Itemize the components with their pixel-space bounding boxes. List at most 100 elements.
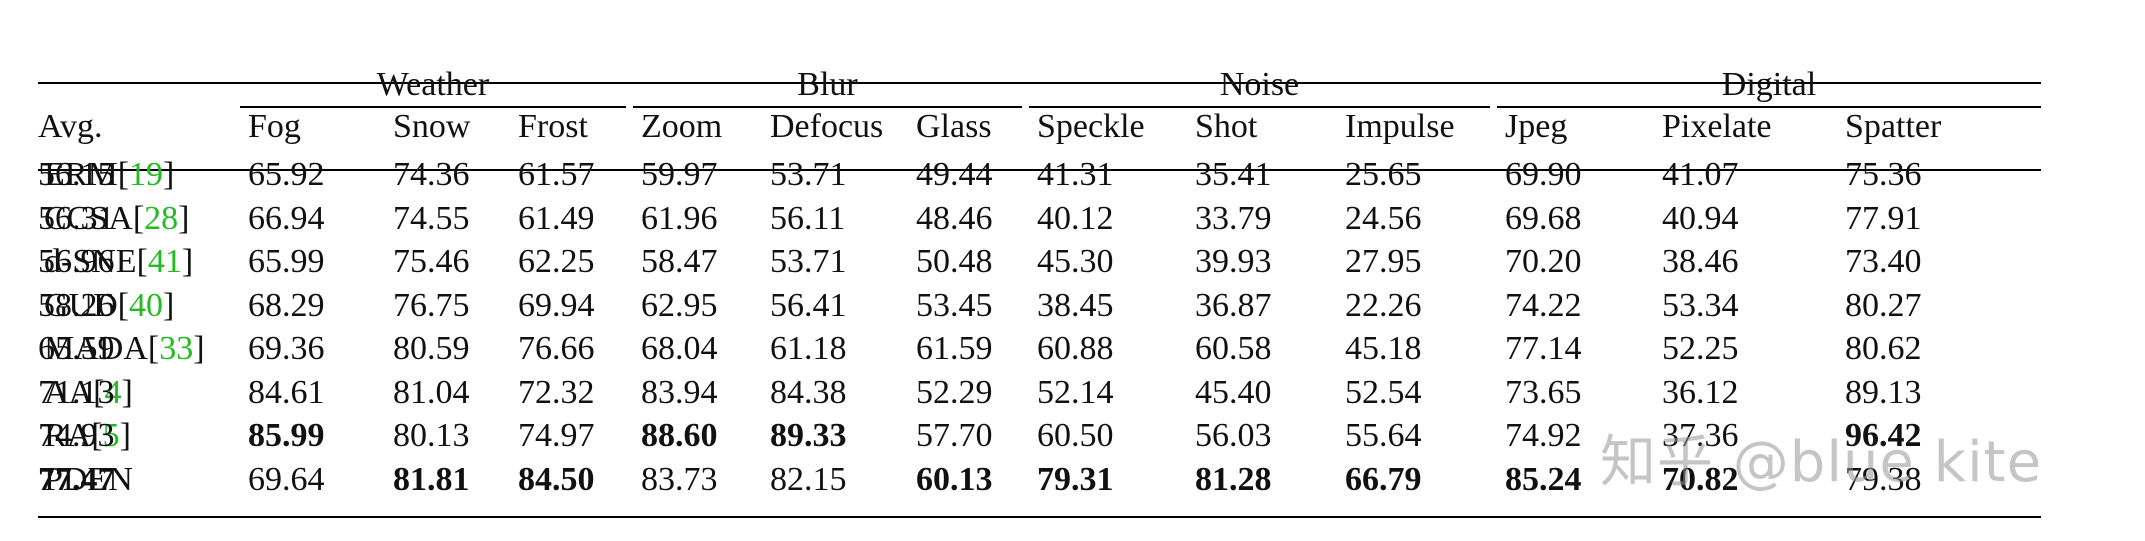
table-cell: 72.32 xyxy=(518,373,595,411)
table-cell: 52.14 xyxy=(1037,373,1114,411)
table-cell: 25.65 xyxy=(1345,156,1422,193)
table-cell: 68.29 xyxy=(248,286,325,324)
table-cell: 69.68 xyxy=(1505,199,1582,237)
table-cell: 33.79 xyxy=(1195,199,1272,237)
group-header-blur: Blur xyxy=(797,66,858,103)
table-cell: 61.59 xyxy=(916,330,993,367)
table-cell: 77.47 xyxy=(38,460,115,498)
table-cell: 74.55 xyxy=(393,199,470,237)
table-cell: 50.48 xyxy=(916,243,993,280)
table-cell: 66.94 xyxy=(248,199,325,237)
table-cell: 52.54 xyxy=(1345,373,1422,411)
table-cell: 81.28 xyxy=(1195,460,1272,498)
table-cell: 49.44 xyxy=(916,156,993,193)
table-cell: 41.31 xyxy=(1037,156,1114,193)
table-cell: 89.13 xyxy=(1845,373,1922,411)
table-cell: 82.15 xyxy=(770,460,847,498)
table-cell: 45.40 xyxy=(1195,373,1272,411)
table-cell: 96.42 xyxy=(1845,417,1922,454)
table-cell: 74.22 xyxy=(1505,286,1582,324)
column-header: Speckle xyxy=(1037,108,1145,145)
citation-link[interactable]: 28 xyxy=(144,199,179,237)
table-cell: 52.25 xyxy=(1662,330,1739,367)
column-header: Spatter xyxy=(1845,108,1942,145)
citation-link[interactable]: 33 xyxy=(159,330,194,367)
table-cell: 56.96 xyxy=(38,243,115,280)
table-cell: 75.46 xyxy=(393,243,470,280)
table-cell: 40.12 xyxy=(1037,199,1114,237)
method-name: ERM[19] xyxy=(44,156,175,193)
table-cell: 61.96 xyxy=(641,199,718,237)
table-cell: 53.34 xyxy=(1662,286,1739,324)
table-cell: 69.94 xyxy=(518,286,595,324)
table-cell: 83.94 xyxy=(641,373,718,411)
method-label: RA xyxy=(44,417,92,454)
group-header-weather: Weather xyxy=(376,66,490,103)
table-cell: 80.27 xyxy=(1845,286,1922,324)
table-cell: 62.25 xyxy=(518,243,595,280)
table-cell: 74.97 xyxy=(518,417,595,454)
top-rule xyxy=(38,82,2041,84)
citation-link[interactable]: 40 xyxy=(129,286,163,324)
table-cell: 73.65 xyxy=(1505,373,1582,411)
method-label: d-SNE xyxy=(44,243,137,280)
table-cell: 85.99 xyxy=(248,417,325,454)
table-cell: 69.64 xyxy=(248,460,325,498)
table-cell: 81.04 xyxy=(393,373,470,411)
table-cell: 36.87 xyxy=(1195,286,1272,324)
table-cell: 88.60 xyxy=(641,417,718,454)
group-underline xyxy=(1497,106,2041,108)
table-cell: 66.79 xyxy=(1345,460,1422,498)
table-cell: 60.50 xyxy=(1037,417,1114,454)
table-cell: 53.71 xyxy=(770,156,847,193)
table-cell: 58.47 xyxy=(641,243,718,280)
table-cell: 61.49 xyxy=(518,199,595,237)
table-cell: 45.30 xyxy=(1037,243,1114,280)
table-cell: 84.50 xyxy=(518,460,595,498)
table-cell: 70.82 xyxy=(1662,460,1739,498)
table-cell: 62.95 xyxy=(641,286,718,324)
table-cell: 35.41 xyxy=(1195,156,1272,193)
column-header: Shot xyxy=(1195,108,1258,145)
table-cell: 81.81 xyxy=(393,460,470,498)
citation-link[interactable]: 5 xyxy=(102,417,120,454)
citation-link[interactable]: 41 xyxy=(147,243,182,280)
table-cell: 73.40 xyxy=(1845,243,1922,280)
table-cell: 61.57 xyxy=(518,156,595,193)
method-label: AA xyxy=(44,373,94,411)
method-name: d-SNE[41] xyxy=(44,243,194,280)
table-cell: 56.03 xyxy=(1195,417,1272,454)
group-header-noise: Noise xyxy=(1219,66,1300,103)
table-cell: 74.92 xyxy=(1505,417,1582,454)
table-cell: 38.46 xyxy=(1662,243,1739,280)
method-label: CCSA xyxy=(44,199,133,237)
table-cell: 56.31 xyxy=(38,199,115,237)
group-underline xyxy=(633,106,1022,108)
method-label: GUD xyxy=(44,286,118,324)
table-cell: 59.97 xyxy=(641,156,718,193)
method-name: CCSA[28] xyxy=(44,199,190,237)
citation-link[interactable]: 4 xyxy=(104,373,122,411)
group-underline xyxy=(240,106,626,108)
method-label: PDEN xyxy=(44,460,133,498)
citation-link[interactable]: 19 xyxy=(129,156,164,193)
table-cell: 79.38 xyxy=(1845,460,1922,498)
table-cell: 65.92 xyxy=(248,156,325,193)
bottom-rule xyxy=(38,516,2041,518)
method-label: MADA xyxy=(44,330,148,367)
table-cell: 39.93 xyxy=(1195,243,1272,280)
table-cell: 56.41 xyxy=(770,286,847,324)
method-name: GUD[40] xyxy=(44,286,175,324)
table-cell: 22.26 xyxy=(1345,286,1422,324)
table-cell: 48.46 xyxy=(916,199,993,237)
table-cell: 55.64 xyxy=(1345,417,1422,454)
column-header: Pixelate xyxy=(1662,108,1772,145)
group-underline xyxy=(1029,106,1490,108)
table-cell: 76.66 xyxy=(518,330,595,367)
column-header: Fog xyxy=(248,108,301,145)
table-cell: 84.61 xyxy=(248,373,325,411)
table-cell: 60.58 xyxy=(1195,330,1272,367)
table-cell: 69.90 xyxy=(1505,156,1582,193)
column-header: Zoom xyxy=(641,108,723,145)
table-cell: 65.59 xyxy=(38,330,115,367)
